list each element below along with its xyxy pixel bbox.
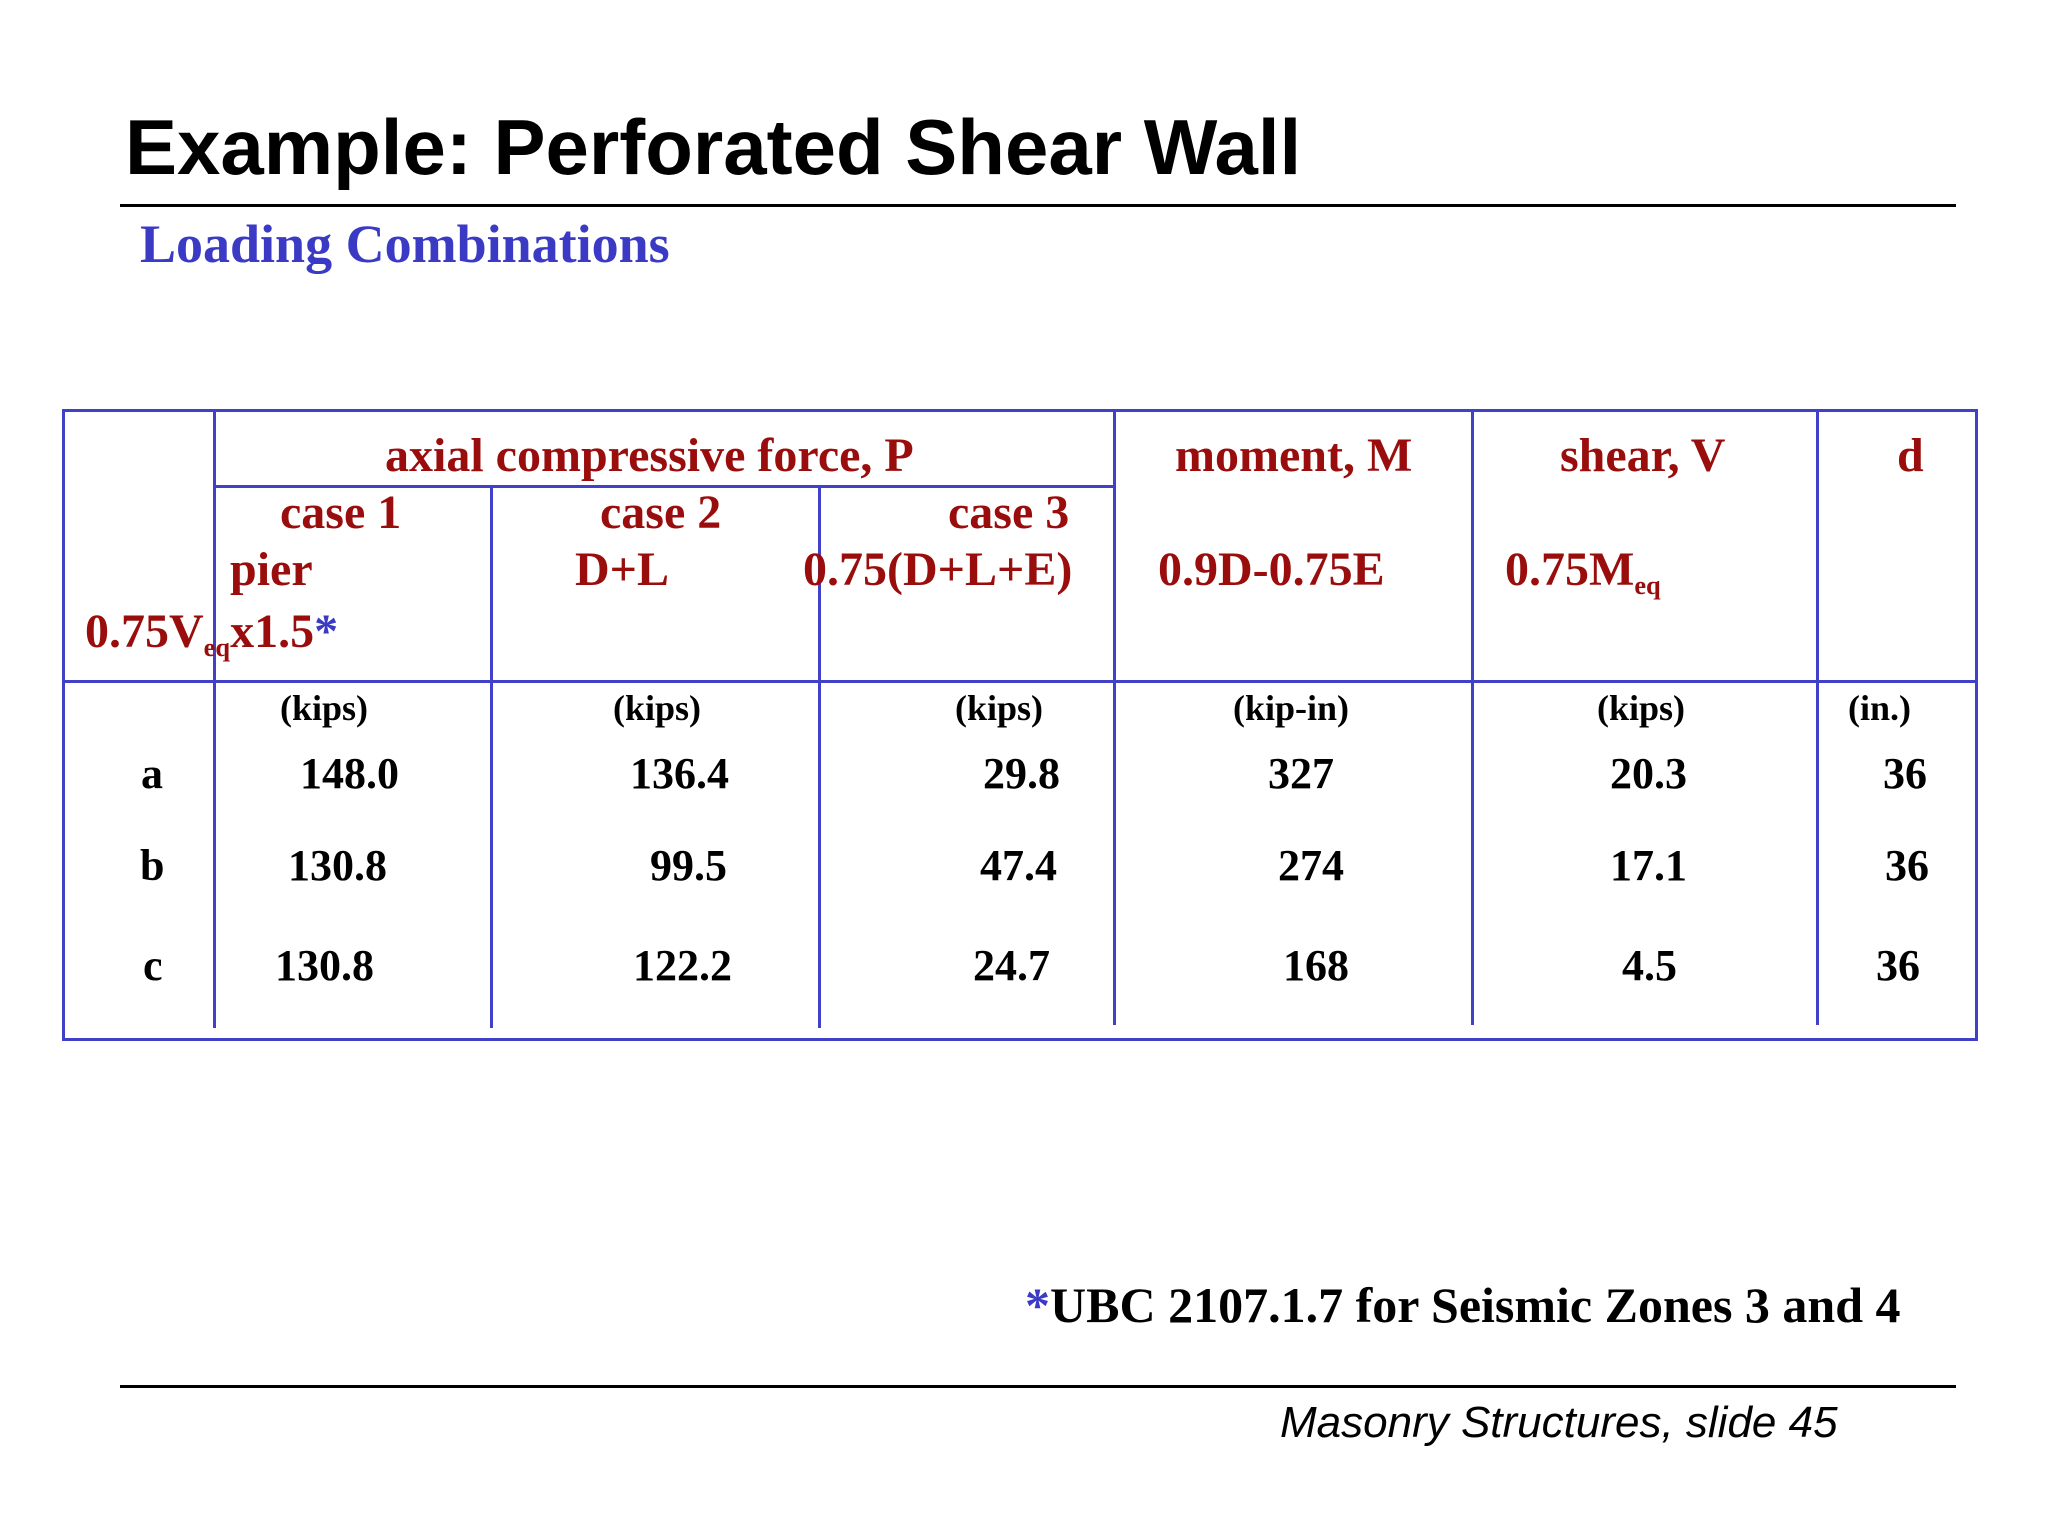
header-shear-formula: 0.75Meq (1505, 543, 1661, 601)
unit-d: (in.) (1848, 688, 1911, 728)
header-case2: case 2 (600, 486, 722, 539)
slide-title: Example: Perforated Shear Wall (125, 103, 1302, 191)
row-b-case1: 130.8 (288, 841, 387, 890)
slide-subtitle: Loading Combinations (140, 214, 670, 274)
header-d: d (1897, 429, 1924, 482)
unit-case1: (kips) (280, 688, 369, 728)
unit-moment: (kip-in) (1233, 688, 1350, 728)
header-moment-formula: 0.9D-0.75E (1158, 543, 1385, 596)
row-b-moment: 274 (1278, 841, 1344, 890)
row-a-case3: 29.8 (983, 749, 1060, 798)
row-c-d: 36 (1876, 941, 1920, 990)
header-case3-formula: 0.75(D+L+E) (803, 543, 1073, 596)
row-c-case2: 122.2 (633, 941, 732, 990)
row-a-case2: 136.4 (630, 749, 729, 798)
slide-footer: Masonry Structures, slide 45 (1280, 1398, 1838, 1447)
row-b-case2: 99.5 (650, 841, 727, 890)
row-a-label: a (141, 749, 163, 798)
col-divider-case1 (490, 485, 493, 1028)
footnote-star: * (1025, 1277, 1050, 1333)
footnote: *UBC 2107.1.7 for Seismic Zones 3 and 4 (1025, 1280, 1901, 1330)
header-axial-force: axial compressive force, P (385, 429, 914, 482)
title-rule (120, 204, 1956, 207)
header-bottom-line (65, 680, 1978, 683)
row-c-case1: 130.8 (275, 941, 374, 990)
col-divider-label (213, 412, 216, 1028)
header-case2-formula: D+L (575, 543, 670, 596)
header-pier-formula: 0.75Veqx1.5* (85, 605, 339, 663)
header-shear: shear, V (1560, 429, 1726, 482)
row-b-label: b (140, 841, 165, 890)
row-a-case1: 148.0 (300, 749, 399, 798)
loading-combinations-table: axial compressive force, P moment, M she… (62, 409, 1978, 1041)
col-divider-case2 (818, 485, 821, 1028)
row-a-shear: 20.3 (1610, 749, 1687, 798)
row-b-shear: 17.1 (1610, 841, 1687, 890)
row-b-d: 36 (1885, 841, 1929, 890)
col-divider-axial (1113, 412, 1116, 1025)
footnote-text: UBC 2107.1.7 for Seismic Zones 3 and 4 (1050, 1277, 1901, 1333)
header-pier: pier (230, 543, 313, 596)
footer-rule (120, 1385, 1956, 1388)
header-moment: moment, M (1175, 429, 1413, 482)
col-divider-shear (1816, 412, 1819, 1025)
row-b-case3: 47.4 (980, 841, 1057, 890)
header-case1: case 1 (280, 486, 402, 539)
row-c-label: c (143, 941, 163, 990)
row-a-moment: 327 (1268, 749, 1334, 798)
axial-group-underline (213, 485, 1116, 488)
unit-case3: (kips) (955, 688, 1044, 728)
unit-shear: (kips) (1597, 688, 1686, 728)
col-divider-moment (1471, 412, 1474, 1025)
unit-case2: (kips) (613, 688, 702, 728)
row-a-d: 36 (1883, 749, 1927, 798)
row-c-moment: 168 (1283, 941, 1349, 990)
header-case3: case 3 (948, 486, 1070, 539)
row-c-case3: 24.7 (973, 941, 1050, 990)
row-c-shear: 4.5 (1622, 941, 1677, 990)
